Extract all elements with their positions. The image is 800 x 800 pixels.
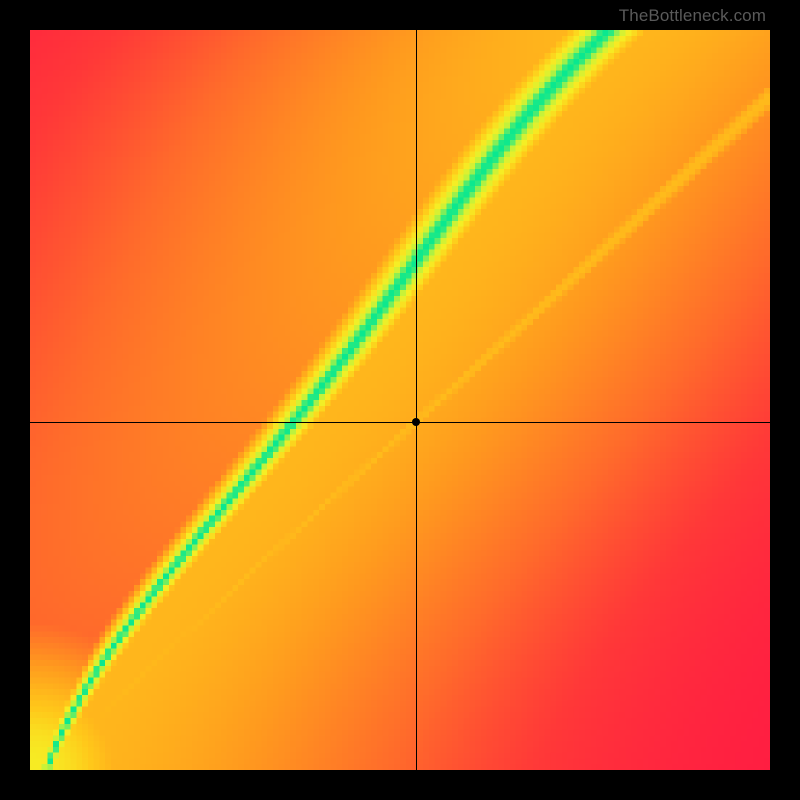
heatmap-plot [30,30,770,770]
heatmap-canvas [30,30,770,770]
watermark: TheBottleneck.com [619,6,766,26]
